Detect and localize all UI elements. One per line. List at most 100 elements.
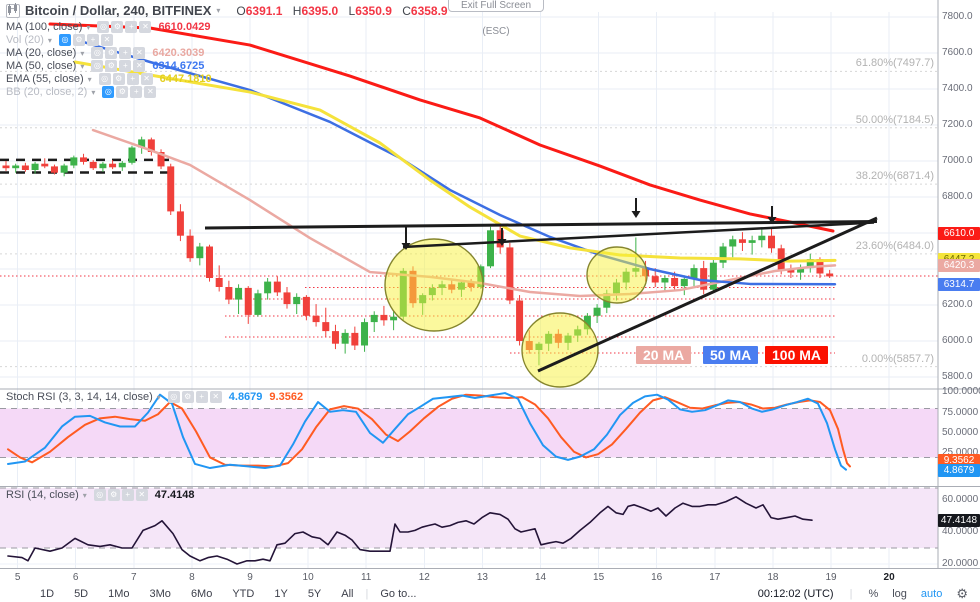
low-value: 6350.9 (355, 3, 392, 18)
eye-icon[interactable]: ◎ (91, 60, 104, 72)
gear-icon[interactable]: ⚙ (107, 489, 120, 501)
chevron-down-icon[interactable]: ▾ (86, 22, 91, 32)
gear-icon[interactable]: ⚙ (116, 86, 129, 98)
time-tick: 20 (883, 572, 895, 583)
close-icon[interactable]: ✕ (139, 21, 152, 33)
plus-icon[interactable]: + (119, 60, 132, 72)
gear-icon[interactable]: ⚙ (112, 73, 125, 85)
percent-scale-button[interactable]: % (868, 587, 879, 600)
fib-level-label: 23.60%(6484.0) (855, 239, 934, 252)
gear-icon[interactable]: ⚙ (111, 21, 124, 33)
study-buttons[interactable]: ◎ ⚙ + ✕ (93, 489, 148, 501)
price-tick: 7800.0 (942, 11, 973, 22)
study-row[interactable]: MA (20, close) ▾ ◎ ⚙ + ✕ 6420.3039 (6, 47, 204, 59)
close-icon[interactable]: ✕ (209, 391, 222, 403)
eye-icon[interactable]: ◎ (102, 86, 115, 98)
plus-icon[interactable]: + (130, 86, 143, 98)
chevron-down-icon[interactable]: ▾ (216, 6, 221, 15)
log-scale-button[interactable]: log (892, 587, 907, 600)
fib-level-label: 38.20%(6871.4) (855, 170, 934, 183)
study-label: MA (20, close) (6, 47, 77, 59)
close-icon[interactable]: ✕ (144, 86, 157, 98)
stoch-d-value: 9.3562 (269, 391, 304, 403)
study-row[interactable]: Vol (20) ▾ ◎ ⚙ + ✕ (6, 34, 113, 46)
close-icon[interactable]: ✕ (100, 34, 113, 46)
range-button-5D[interactable]: 5D (74, 587, 89, 600)
study-row[interactable]: MA (100, close) ▾ ◎ ⚙ + ✕ 6610.0429 (6, 21, 210, 33)
stoch-rsi-legend[interactable]: Stoch RSI (3, 3, 14, 14, close) ▾ ◎ ⚙ + ✕ 4… (6, 391, 303, 403)
gear-icon[interactable]: ⚙ (956, 585, 968, 601)
rsi-legend[interactable]: RSI (14, close) ▾ ◎ ⚙ + ✕ 47.4148 (6, 489, 195, 501)
plus-icon[interactable]: + (195, 391, 208, 403)
study-value: 6314.6725 (152, 60, 205, 72)
goto-button[interactable]: Go to... (380, 587, 417, 600)
time-tick: 10 (302, 572, 314, 583)
price-tick: 6000.0 (942, 335, 973, 346)
trendlines[interactable] (204, 216, 878, 373)
eye-icon[interactable]: ◎ (91, 47, 104, 59)
chevron-down-icon[interactable]: ▾ (87, 74, 92, 84)
close-icon[interactable]: ✕ (133, 47, 146, 59)
range-buttons[interactable]: 1D 5D 1Mo 3Mo 6Mo YTD 1Y 5Y All (30, 588, 364, 600)
eye-icon[interactable]: ◎ (97, 21, 110, 33)
chevron-down-icon[interactable]: ▾ (156, 392, 161, 402)
time-tick: 13 (476, 572, 488, 583)
study-buttons[interactable]: ◎ ⚙ + ✕ (91, 47, 146, 59)
study-buttons[interactable]: ◎ ⚙ + ✕ (58, 34, 113, 46)
study-buttons[interactable]: ◎ ⚙ + ✕ (91, 60, 146, 72)
price-tick: 7400.0 (942, 83, 973, 94)
close-icon[interactable]: ✕ (140, 73, 153, 85)
study-buttons[interactable]: ◎ ⚙ + ✕ (98, 73, 153, 85)
ohlc-values: O6391.1 H6395.0 L6350.9 C6358.9 (229, 4, 447, 18)
close-icon[interactable]: ✕ (135, 489, 148, 501)
range-button-1Y[interactable]: 1Y (274, 587, 288, 600)
plus-icon[interactable]: + (86, 34, 99, 46)
chart-type-icon[interactable] (6, 3, 19, 16)
range-button-YTD[interactable]: YTD (232, 587, 255, 600)
gear-icon[interactable]: ⚙ (181, 391, 194, 403)
plus-icon[interactable]: + (126, 73, 139, 85)
gear-icon[interactable]: ⚙ (105, 47, 118, 59)
time-tick: 8 (189, 572, 195, 583)
exit-fullscreen-button[interactable]: Exit Full Screen (ESC) (448, 0, 544, 37)
chevron-down-icon[interactable]: ▾ (91, 87, 96, 97)
symbol-title[interactable]: Bitcoin / Dollar, 240, BITFINEX (25, 3, 212, 18)
chevron-down-icon[interactable]: ▾ (82, 490, 87, 500)
price-tick: 6800.0 (942, 191, 973, 202)
study-buttons[interactable]: ◎ ⚙ + ✕ (97, 21, 152, 33)
range-button-5Y[interactable]: 5Y (307, 587, 322, 600)
gear-icon[interactable]: ⚙ (72, 34, 85, 46)
fib-level-label: 61.80%(7497.7) (855, 57, 934, 70)
range-button-6Mo[interactable]: 6Mo (190, 587, 213, 600)
range-button-3Mo[interactable]: 3Mo (149, 587, 171, 600)
eye-icon[interactable]: ◎ (58, 34, 71, 46)
study-row[interactable]: MA (50, close) ▾ ◎ ⚙ + ✕ 6314.6725 (6, 60, 204, 72)
auto-scale-button[interactable]: auto (920, 587, 943, 600)
eye-icon[interactable]: ◎ (98, 73, 111, 85)
annotation-arrows[interactable] (401, 198, 777, 250)
gear-icon[interactable]: ⚙ (105, 60, 118, 72)
eye-icon[interactable]: ◎ (167, 391, 180, 403)
range-button-1Mo[interactable]: 1Mo (108, 587, 130, 600)
stoch-tick: 75.0000 (942, 406, 979, 418)
rsi-tick: 20.0000 (942, 558, 979, 569)
study-label: MA (50, close) (6, 60, 77, 72)
plus-icon[interactable]: + (121, 489, 134, 501)
chevron-down-icon[interactable]: ▾ (80, 61, 85, 71)
chevron-down-icon[interactable]: ▾ (47, 35, 52, 45)
range-button-All[interactable]: All (341, 587, 354, 600)
study-buttons[interactable]: ◎ ⚙ + ✕ (167, 391, 222, 403)
close-icon[interactable]: ✕ (133, 60, 146, 72)
time-tick: 7 (131, 572, 137, 583)
study-buttons[interactable]: ◎ ⚙ + ✕ (102, 86, 157, 98)
plus-icon[interactable]: + (119, 47, 132, 59)
time-tick: 18 (767, 572, 779, 583)
chevron-down-icon[interactable]: ▾ (80, 48, 85, 58)
study-row[interactable]: BB (20, close, 2) ▾ ◎ ⚙ + ✕ (6, 86, 157, 98)
price-tick: 7200.0 (942, 119, 973, 130)
study-row[interactable]: EMA (55, close) ▾ ◎ ⚙ + ✕ 6447.1810 (6, 73, 212, 85)
range-button-1D[interactable]: 1D (40, 587, 55, 600)
eye-icon[interactable]: ◎ (93, 489, 106, 501)
plus-icon[interactable]: + (125, 21, 138, 33)
